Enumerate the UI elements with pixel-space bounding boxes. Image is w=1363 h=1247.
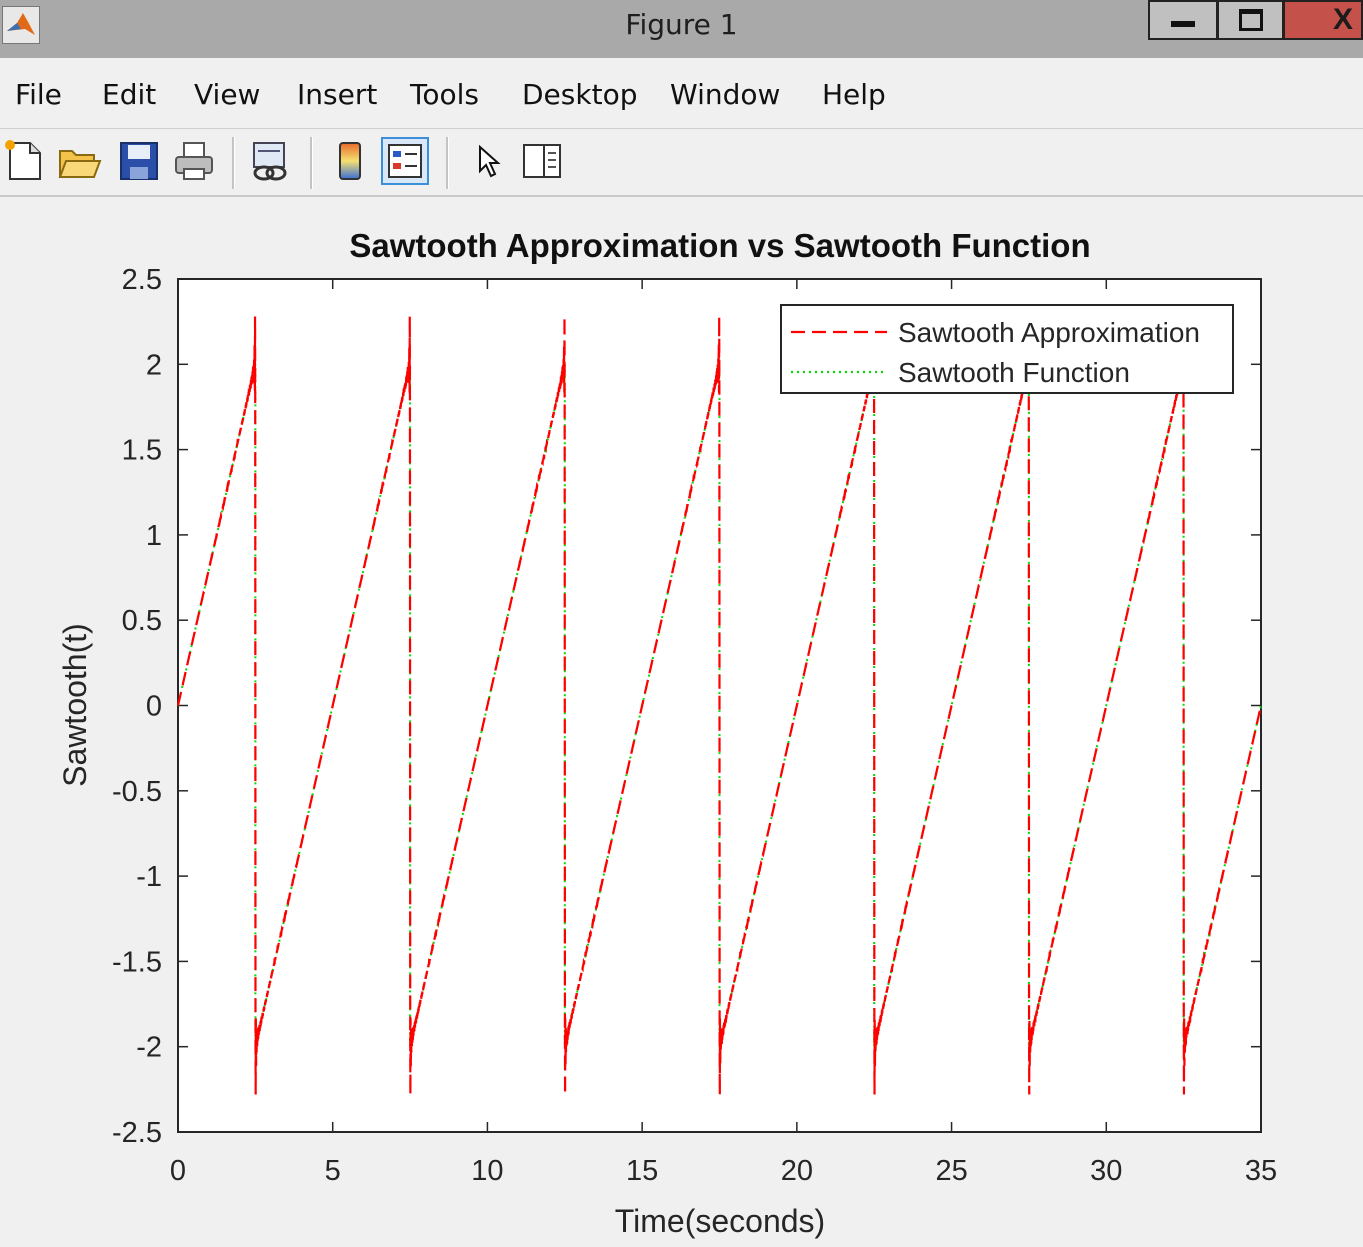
- y-tick-label: 2: [146, 349, 162, 381]
- save-figure-button[interactable]: [115, 137, 163, 185]
- open-file-button[interactable]: [55, 137, 103, 185]
- save-figure-icon: [120, 142, 158, 180]
- x-tick-label: 25: [935, 1155, 967, 1187]
- open-file-icon: [58, 150, 102, 178]
- close-icon: X: [1332, 3, 1353, 36]
- x-tick-label: 5: [325, 1155, 341, 1187]
- y-tick-label: -0.5: [112, 776, 162, 808]
- x-tick-label: 0: [170, 1155, 186, 1187]
- menu-desktop[interactable]: Desktop: [522, 78, 638, 111]
- minimize-icon: [1171, 21, 1195, 27]
- edit-plot-button[interactable]: [462, 137, 510, 185]
- matlab-logo-icon[interactable]: [2, 6, 40, 44]
- menu-tools[interactable]: Tools: [410, 78, 479, 111]
- y-axis-label: Sawtooth(t): [57, 623, 93, 787]
- link-plot-icon: [253, 142, 287, 181]
- series-sawtooth-approximation: [176, 316, 1263, 1095]
- print-figure-icon: [175, 142, 213, 180]
- x-tick-label: 15: [626, 1155, 658, 1187]
- menu-insert[interactable]: Insert: [297, 78, 378, 111]
- y-tick-label: 2.5: [122, 264, 162, 296]
- link-plot-button[interactable]: [246, 137, 294, 185]
- y-tick-label: 0: [146, 691, 162, 723]
- y-tick-label: -1.5: [112, 946, 162, 978]
- insert-legend-button[interactable]: [381, 137, 429, 185]
- insert-colorbar-icon: [339, 142, 361, 180]
- insert-colorbar-button[interactable]: [326, 137, 374, 185]
- show-plot-tools-icon: [523, 144, 561, 178]
- y-tick-label: 0.5: [122, 605, 162, 637]
- new-figure-button[interactable]: [0, 137, 48, 185]
- x-tick-label: 35: [1245, 1155, 1277, 1187]
- menu-view[interactable]: View: [194, 78, 261, 111]
- x-axis-label: Time(seconds): [615, 1203, 825, 1239]
- toolbar-separator: [232, 137, 235, 189]
- title-bar[interactable]: Figure 1 X: [0, 0, 1363, 58]
- menu-file[interactable]: File: [15, 78, 62, 111]
- toolbar-separator: [310, 137, 313, 189]
- x-tick-label: 30: [1090, 1155, 1122, 1187]
- menu-edit[interactable]: Edit: [102, 78, 157, 111]
- close-button[interactable]: X: [1283, 0, 1363, 40]
- menu-help[interactable]: Help: [822, 78, 886, 111]
- y-tick-label: -1: [136, 861, 162, 893]
- maximize-icon: [1238, 9, 1263, 31]
- y-tick-label: -2: [136, 1032, 162, 1064]
- y-tick-label: 1.5: [122, 435, 162, 467]
- show-plot-tools-button[interactable]: [518, 137, 566, 185]
- x-tick-label: 20: [781, 1155, 813, 1187]
- sawtooth-chart: Sawtooth Approximation vs Sawtooth Funct…: [57, 227, 1277, 1239]
- menu-window[interactable]: Window: [670, 78, 781, 111]
- figure-canvas: Sawtooth Approximation vs Sawtooth Funct…: [0, 197, 1363, 1247]
- legend-box[interactable]: [780, 304, 1234, 394]
- menu-bar: File Edit View Insert Tools Desktop Wind…: [0, 58, 1363, 129]
- toolbar-separator: [446, 137, 449, 189]
- y-tick-label: -2.5: [112, 1117, 162, 1149]
- chart-title: Sawtooth Approximation vs Sawtooth Funct…: [349, 227, 1090, 264]
- figure-toolbar: [0, 129, 1363, 197]
- edit-plot-pointer-icon: [479, 144, 501, 178]
- x-tick-label: 10: [471, 1155, 503, 1187]
- insert-legend-icon: [388, 144, 422, 178]
- legend-label: Sawtooth Approximation: [898, 317, 1200, 348]
- new-figure-icon: [5, 140, 41, 180]
- legend-label: Sawtooth Function: [898, 357, 1130, 388]
- window-title: Figure 1: [625, 8, 738, 41]
- print-figure-button[interactable]: [170, 137, 218, 185]
- y-tick-label: 1: [146, 520, 162, 552]
- minimize-button[interactable]: [1148, 0, 1218, 40]
- maximize-button[interactable]: [1217, 0, 1284, 40]
